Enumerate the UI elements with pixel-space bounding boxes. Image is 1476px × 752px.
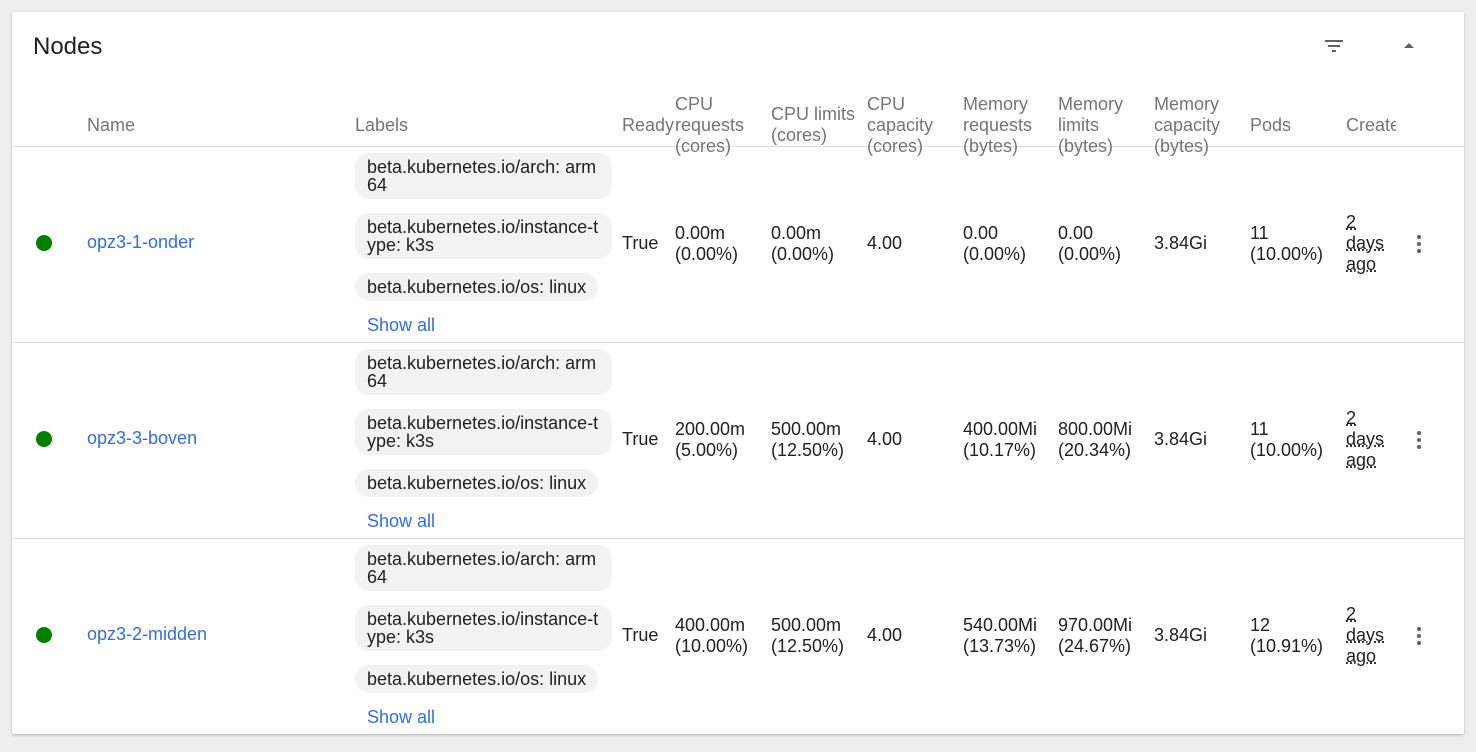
table-row: opz3-1-onder beta.kubernetes.io/arch: ar… [12, 146, 1464, 343]
filter-list-icon[interactable] [1322, 34, 1346, 58]
label-chip: beta.kubernetes.io/instance-type: k3s [355, 409, 612, 455]
ready-value: True [622, 429, 659, 449]
status-ready-icon [36, 235, 52, 251]
label-chip: beta.kubernetes.io/arch: arm64 [355, 545, 612, 591]
table-header: Name Labels Ready CPU requests (cores) C… [12, 84, 1464, 156]
column-header-name[interactable]: Name [87, 115, 136, 135]
created-value: 2 days ago [1346, 408, 1385, 470]
pods-value: 11 (10.00%) [1250, 419, 1324, 460]
column-header-memory-requests: Memory requests (bytes) [963, 94, 1033, 156]
label-chip: beta.kubernetes.io/arch: arm64 [355, 349, 612, 395]
cpu-limits-value: 500.00m (12.50%) [771, 419, 845, 460]
show-all-link[interactable]: Show all [367, 315, 436, 335]
memory-capacity-value: 3.84Gi [1154, 625, 1208, 645]
memory-capacity-value: 3.84Gi [1154, 233, 1208, 253]
cpu-limits-value: 500.00m (12.50%) [771, 615, 845, 656]
memory-limits-value: 970.00Mi (24.67%) [1058, 615, 1133, 656]
ready-value: True [622, 233, 659, 253]
more-vert-icon[interactable] [1407, 232, 1431, 256]
more-vert-icon[interactable] [1407, 428, 1431, 452]
cpu-capacity-value: 4.00 [867, 429, 903, 449]
node-name-link[interactable]: opz3-3-boven [87, 428, 198, 448]
pods-value: 11 (10.00%) [1250, 223, 1324, 264]
label-chip: beta.kubernetes.io/instance-type: k3s [355, 605, 612, 651]
created-value: 2 days ago [1346, 212, 1385, 274]
card-title: Nodes [33, 33, 103, 60]
column-header-cpu-limits: CPU limits (cores) [771, 104, 855, 145]
label-chip: beta.kubernetes.io/arch: arm64 [355, 153, 612, 199]
status-ready-icon [36, 627, 52, 643]
cpu-capacity-value: 4.00 [867, 233, 903, 253]
column-header-cpu-requests: CPU requests (cores) [675, 94, 745, 156]
column-header-pods: Pods [1250, 115, 1292, 135]
column-header-cpu-capacity: CPU capacity (cores) [867, 94, 934, 156]
memory-capacity-value: 3.84Gi [1154, 429, 1208, 449]
more-vert-icon[interactable] [1407, 624, 1431, 648]
column-header-labels: Labels [355, 115, 409, 135]
memory-limits-value: 0.00 (0.00%) [1058, 223, 1122, 264]
created-value: 2 days ago [1346, 604, 1385, 666]
label-chip: beta.kubernetes.io/os: linux [355, 273, 599, 301]
memory-limits-value: 800.00Mi (20.34%) [1058, 419, 1133, 460]
cpu-requests-value: 400.00m (10.00%) [675, 615, 749, 656]
node-name-link[interactable]: opz3-1-onder [87, 232, 195, 252]
ready-value: True [622, 625, 659, 645]
memory-requests-value: 540.00Mi (13.73%) [963, 615, 1038, 656]
node-name-link[interactable]: opz3-2-midden [87, 624, 208, 644]
column-header-memory-limits: Memory limits (bytes) [1058, 94, 1124, 156]
nodes-card: Nodes Name Labels Ready CPU requests (co… [12, 12, 1464, 734]
cpu-capacity-value: 4.00 [867, 625, 903, 645]
show-all-link[interactable]: Show all [367, 707, 436, 727]
cpu-requests-value: 200.00m (5.00%) [675, 419, 746, 460]
table-row: opz3-2-midden beta.kubernetes.io/arch: a… [12, 538, 1464, 734]
status-ready-icon [36, 431, 52, 447]
pods-value: 12 (10.91%) [1250, 615, 1324, 656]
label-chip: beta.kubernetes.io/instance-type: k3s [355, 213, 612, 259]
column-header-memory-capacity: Memory capacity (bytes) [1154, 94, 1221, 156]
cpu-limits-value: 0.00m (0.00%) [771, 223, 835, 264]
label-chip: beta.kubernetes.io/os: linux [355, 469, 599, 497]
table-row: opz3-3-boven beta.kubernetes.io/arch: ar… [12, 342, 1464, 539]
cpu-requests-value: 0.00m (0.00%) [675, 223, 739, 264]
show-all-link[interactable]: Show all [367, 511, 436, 531]
label-chip: beta.kubernetes.io/os: linux [355, 665, 599, 693]
memory-requests-value: 0.00 (0.00%) [963, 223, 1027, 264]
arrow-drop-up-icon[interactable] [1397, 34, 1421, 58]
card-header: Nodes [12, 12, 1464, 84]
column-header-created[interactable]: Create [1346, 115, 1396, 135]
memory-requests-value: 400.00Mi (10.17%) [963, 419, 1038, 460]
column-header-ready: Ready [622, 115, 675, 135]
